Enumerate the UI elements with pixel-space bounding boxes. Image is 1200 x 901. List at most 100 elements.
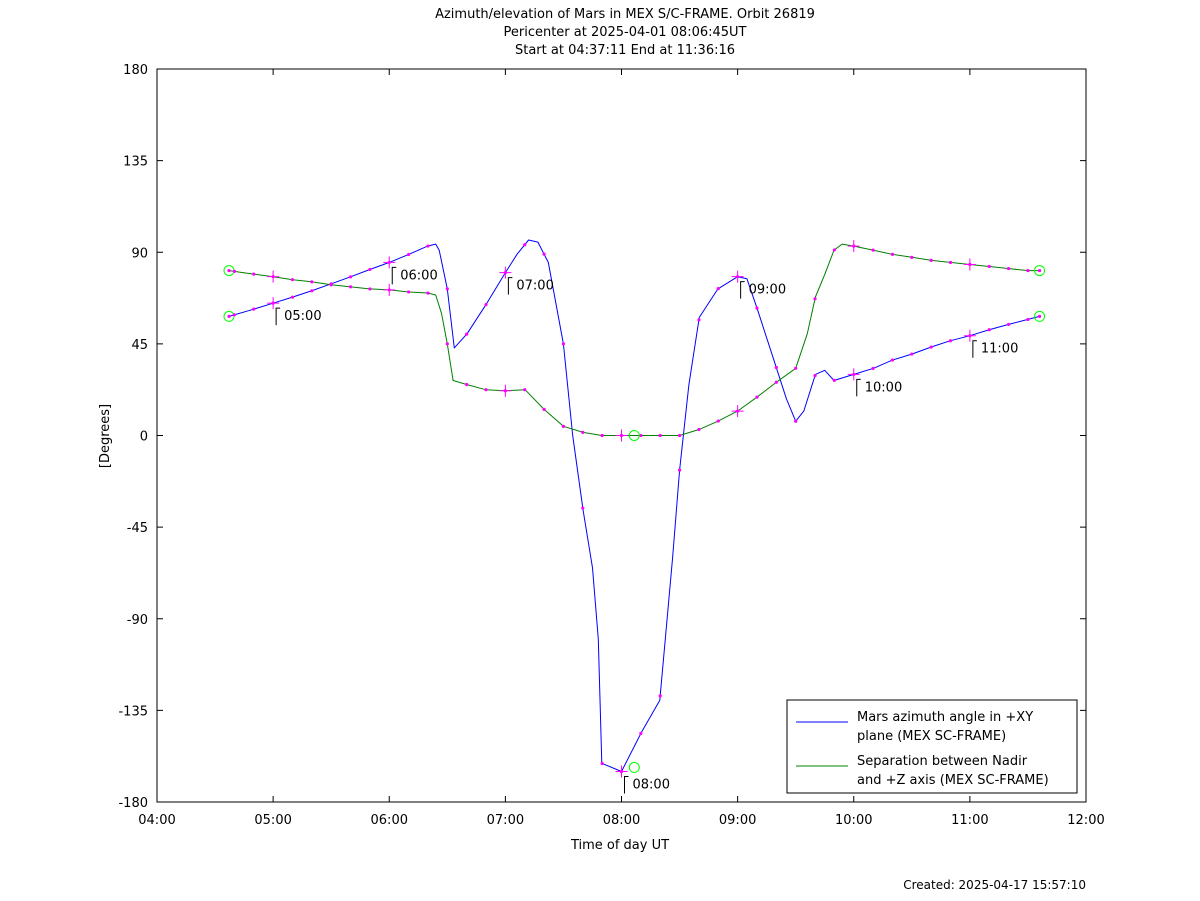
time-dot bbox=[1006, 266, 1011, 271]
annotation-group: 05:00 06:00 07:00 08:00 09:00 10:00 11:00 bbox=[275, 266, 1018, 794]
time-dot bbox=[426, 291, 430, 295]
time-dot bbox=[426, 244, 430, 248]
time-dot bbox=[542, 407, 546, 411]
time-dot bbox=[910, 352, 914, 356]
time-dot bbox=[1006, 322, 1011, 327]
time-dot bbox=[348, 275, 353, 279]
legend: Mars azimuth angle in +XY plane (MEX SC-… bbox=[786, 699, 1078, 794]
time-dot bbox=[407, 252, 411, 257]
y-tick-label: 0 bbox=[140, 430, 148, 445]
time-dot bbox=[310, 280, 314, 284]
annotation-label: 10:00 bbox=[865, 380, 902, 395]
hour-marker bbox=[731, 405, 744, 418]
time-dot bbox=[290, 295, 295, 299]
hour-marker bbox=[963, 258, 976, 271]
hour-marker bbox=[847, 368, 860, 381]
time-dot bbox=[948, 339, 953, 343]
x-axis-label: Time of day UT bbox=[570, 838, 669, 853]
time-dot bbox=[871, 248, 875, 252]
hour-marker bbox=[963, 329, 976, 342]
time-dot bbox=[252, 307, 256, 311]
y-tick-label: -45 bbox=[127, 521, 148, 536]
time-dot bbox=[581, 506, 585, 510]
time-dot bbox=[697, 427, 701, 432]
time-dot bbox=[658, 694, 662, 698]
time-dot bbox=[445, 342, 449, 346]
time-dot bbox=[523, 388, 527, 392]
annotation-pointer bbox=[391, 266, 397, 285]
time-dot bbox=[910, 255, 914, 259]
y-axis: 180 135 90 45 0 -45 -90 -135 -180 bbox=[118, 63, 1086, 811]
time-dot bbox=[1037, 314, 1042, 318]
title-line-2: Pericenter at 2025-04-01 08:06:45UT bbox=[503, 25, 746, 40]
time-dot bbox=[658, 433, 662, 438]
time-dot bbox=[232, 269, 237, 273]
endpoint-marker bbox=[1034, 265, 1046, 277]
annotation-label: 06:00 bbox=[400, 268, 437, 283]
time-dot bbox=[813, 374, 817, 378]
x-tick-label: 08:00 bbox=[603, 813, 640, 828]
time-dot bbox=[677, 433, 682, 438]
series-separation-line bbox=[228, 243, 1040, 436]
time-dot bbox=[227, 268, 231, 273]
time-dot bbox=[774, 380, 778, 384]
annotation-label: 11:00 bbox=[981, 342, 1018, 357]
time-dot bbox=[987, 264, 991, 269]
x-tick-label: 06:00 bbox=[371, 813, 408, 828]
chart-title: Azimuth/elevation of Mars in MEX S/C-FRA… bbox=[435, 7, 815, 58]
time-dot bbox=[697, 318, 701, 322]
x-tick-label: 10:00 bbox=[835, 813, 872, 828]
time-dot bbox=[716, 287, 720, 291]
time-dot bbox=[755, 306, 759, 310]
time-dot bbox=[639, 731, 643, 736]
time-dot bbox=[329, 283, 333, 287]
time-dot bbox=[227, 314, 231, 318]
time-dot bbox=[561, 342, 566, 346]
y-tick-label: -180 bbox=[118, 796, 148, 811]
hour-marker bbox=[499, 384, 512, 397]
pericenter-marker bbox=[628, 761, 640, 773]
hour-marker bbox=[267, 297, 280, 310]
time-dot bbox=[561, 424, 566, 428]
time-dot bbox=[890, 358, 895, 362]
annotation-pointer bbox=[275, 307, 281, 326]
time-dot bbox=[368, 267, 372, 272]
series-azimuth-line bbox=[228, 239, 1040, 772]
x-tick-label: 11:00 bbox=[951, 813, 988, 828]
annotation-label: 05:00 bbox=[284, 309, 321, 324]
x-tick-label: 04:00 bbox=[138, 813, 175, 828]
time-dot bbox=[1026, 268, 1030, 273]
y-tick-label: -90 bbox=[127, 613, 148, 628]
time-dot bbox=[832, 378, 836, 383]
annotation-pointer bbox=[972, 340, 977, 358]
hour-marker bbox=[615, 765, 628, 778]
hour-marker bbox=[731, 270, 744, 283]
time-dot bbox=[832, 248, 836, 252]
time-dot bbox=[523, 243, 527, 247]
hour-marker bbox=[267, 270, 280, 283]
time-dot bbox=[600, 761, 604, 766]
time-dot bbox=[310, 289, 314, 293]
legend-box bbox=[786, 699, 1078, 794]
y-tick-label: -135 bbox=[118, 704, 148, 719]
time-dot bbox=[813, 297, 817, 301]
time-dot bbox=[484, 302, 488, 307]
legend-label-separation-2: and +Z axis (MEX SC-FRAME) bbox=[857, 773, 1049, 788]
time-dot bbox=[290, 278, 295, 282]
y-axis-label: [Degrees] bbox=[98, 404, 113, 468]
time-dot bbox=[890, 252, 895, 256]
time-dot bbox=[639, 433, 643, 438]
annotation-pointer bbox=[507, 277, 513, 295]
time-dot bbox=[600, 433, 604, 438]
endpoint-marker bbox=[223, 310, 235, 322]
legend-label-azimuth-2: plane (MEX SC-FRAME) bbox=[857, 729, 1006, 744]
time-dot bbox=[755, 395, 759, 399]
time-dot bbox=[677, 468, 682, 472]
hour-marker bbox=[499, 266, 512, 279]
series-group bbox=[223, 239, 1046, 778]
time-dot bbox=[348, 285, 353, 289]
annotation-label: 09:00 bbox=[749, 283, 786, 298]
y-tick-label: 180 bbox=[123, 63, 148, 78]
annotation-label: 08:00 bbox=[633, 777, 670, 792]
